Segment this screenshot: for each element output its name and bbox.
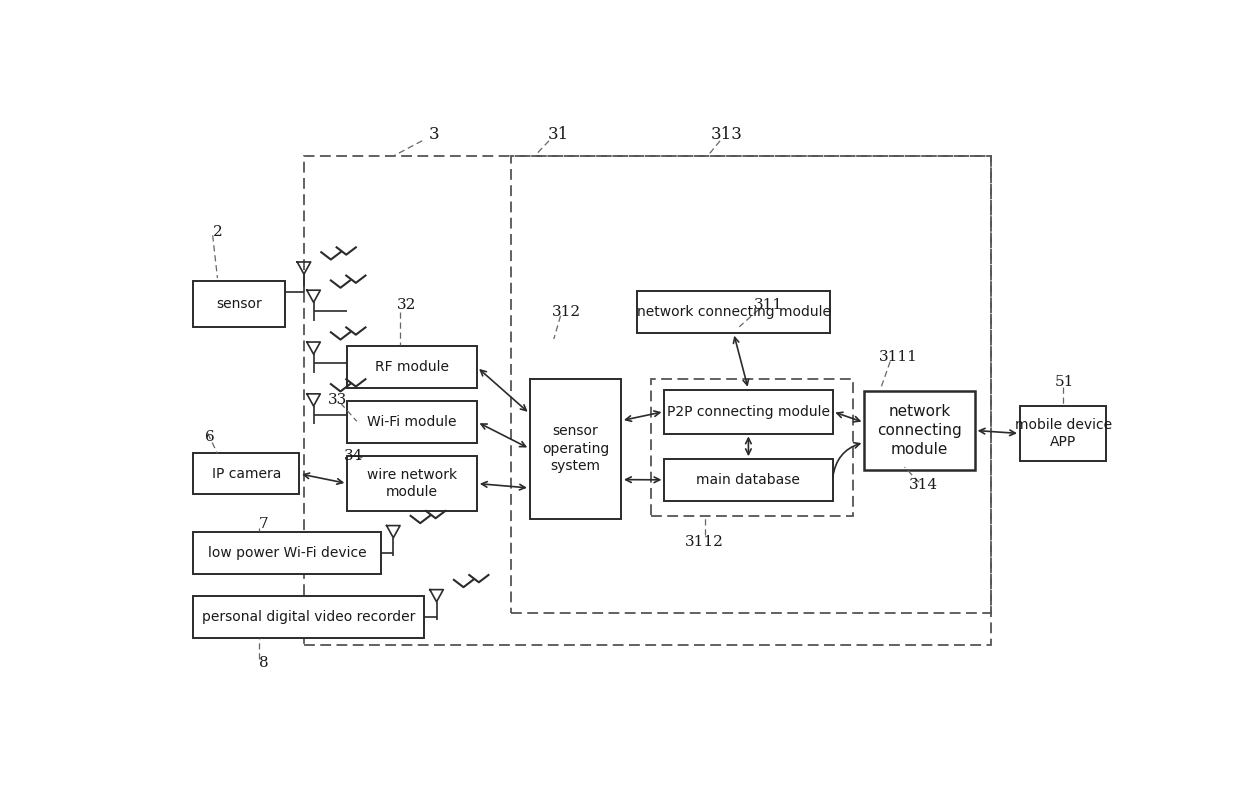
Text: 313: 313: [711, 126, 743, 143]
Text: 2: 2: [212, 225, 222, 239]
Text: main database: main database: [697, 473, 800, 487]
Bar: [193, 532, 381, 573]
Bar: [529, 379, 621, 519]
Text: 33: 33: [327, 393, 347, 407]
Text: mobile device
APP: mobile device APP: [1014, 418, 1112, 449]
Text: 31: 31: [548, 126, 569, 143]
Text: 51: 51: [1054, 375, 1074, 389]
Bar: [511, 156, 991, 613]
Bar: [347, 456, 477, 511]
Text: low power Wi-Fi device: low power Wi-Fi device: [208, 546, 367, 560]
Text: wire network
module: wire network module: [367, 468, 458, 499]
Text: 311: 311: [754, 299, 782, 312]
Bar: [193, 281, 285, 327]
Bar: [864, 390, 975, 470]
Text: Wi-Fi module: Wi-Fi module: [367, 415, 456, 429]
Text: 3111: 3111: [878, 350, 918, 364]
Bar: [347, 346, 477, 388]
Text: 3: 3: [428, 126, 439, 143]
Text: 312: 312: [552, 305, 580, 318]
Bar: [1019, 406, 1106, 461]
Bar: [665, 459, 832, 501]
Text: sensor
operating
system: sensor operating system: [542, 425, 609, 473]
Text: sensor: sensor: [216, 297, 262, 311]
Text: IP camera: IP camera: [212, 466, 281, 481]
Text: 7: 7: [259, 516, 268, 531]
Text: network connecting module: network connecting module: [636, 305, 831, 319]
Text: network
connecting
module: network connecting module: [877, 405, 962, 456]
Bar: [193, 596, 424, 638]
Bar: [347, 402, 477, 443]
Text: RF module: RF module: [374, 360, 449, 374]
Text: 314: 314: [909, 478, 939, 493]
Text: 8: 8: [259, 657, 268, 670]
Text: P2P connecting module: P2P connecting module: [667, 405, 830, 418]
Text: 3112: 3112: [686, 535, 724, 549]
Text: 6: 6: [205, 429, 215, 444]
Bar: [304, 156, 991, 645]
Bar: [193, 453, 299, 494]
Text: 34: 34: [345, 449, 363, 463]
Bar: [651, 379, 853, 516]
Bar: [665, 390, 832, 433]
Text: 32: 32: [397, 299, 417, 312]
Bar: [637, 291, 830, 333]
Text: personal digital video recorder: personal digital video recorder: [202, 610, 415, 624]
